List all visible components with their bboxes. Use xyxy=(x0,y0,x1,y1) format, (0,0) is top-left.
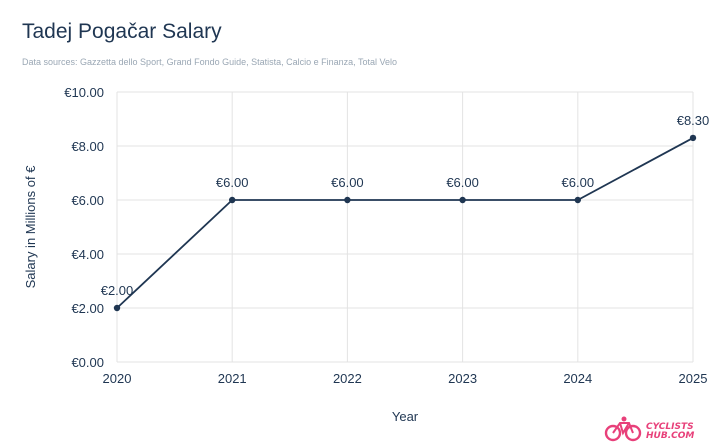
data-label: €6.00 xyxy=(562,175,595,190)
data-point xyxy=(229,196,236,204)
x-tick-label: 2020 xyxy=(103,371,132,386)
y-tick-label: €2.00 xyxy=(71,301,104,316)
logo-line-2: HUB.COM xyxy=(646,430,695,441)
chart-subtitle: Data sources: Gazzetta dello Sport, Gran… xyxy=(22,57,398,67)
data-label: €6.00 xyxy=(216,175,249,190)
y-tick-label: €10.00 xyxy=(64,85,104,100)
x-tick-label: 2025 xyxy=(679,371,708,386)
y-tick-label: €0.00 xyxy=(71,355,104,370)
data-point xyxy=(113,304,121,312)
logo-text: CYCLISTS HUB.COM xyxy=(646,421,695,441)
data-point xyxy=(459,196,466,204)
cyclists-hub-logo: CYCLISTS HUB.COM xyxy=(604,416,694,447)
x-tick-label: 2024 xyxy=(563,371,592,386)
x-tick-label: 2022 xyxy=(333,371,362,386)
x-axis-ticks: 2020 2021 2022 2023 2024 2025 xyxy=(103,371,708,386)
x-tick-label: 2021 xyxy=(218,371,247,386)
y-tick-label: €8.00 xyxy=(71,139,104,154)
data-label: €2.00 xyxy=(101,283,134,298)
x-axis-label: Year xyxy=(392,409,419,424)
y-tick-label: €6.00 xyxy=(71,193,104,208)
series-line xyxy=(116,137,694,309)
y-axis-label: Salary in Millions of € xyxy=(23,165,38,289)
data-points xyxy=(113,134,697,312)
data-point xyxy=(344,196,351,204)
data-label: €8.30 xyxy=(677,113,710,128)
data-point xyxy=(689,134,697,142)
chart-title: Tadej Pogačar Salary xyxy=(22,20,222,43)
data-label: €6.00 xyxy=(446,175,479,190)
data-point xyxy=(574,196,581,204)
y-axis-ticks: €0.00 €2.00 €4.00 €6.00 €8.00 €10.00 xyxy=(64,85,104,370)
data-labels: €2.00 €6.00 €6.00 €6.00 €6.00 €8.30 xyxy=(101,113,710,298)
y-tick-label: €4.00 xyxy=(71,247,104,262)
bicycle-icon xyxy=(604,416,642,447)
x-tick-label: 2023 xyxy=(448,371,477,386)
logo-line-1: CYCLISTS xyxy=(646,421,694,432)
data-label: €6.00 xyxy=(331,175,364,190)
series-line-path xyxy=(116,137,694,309)
